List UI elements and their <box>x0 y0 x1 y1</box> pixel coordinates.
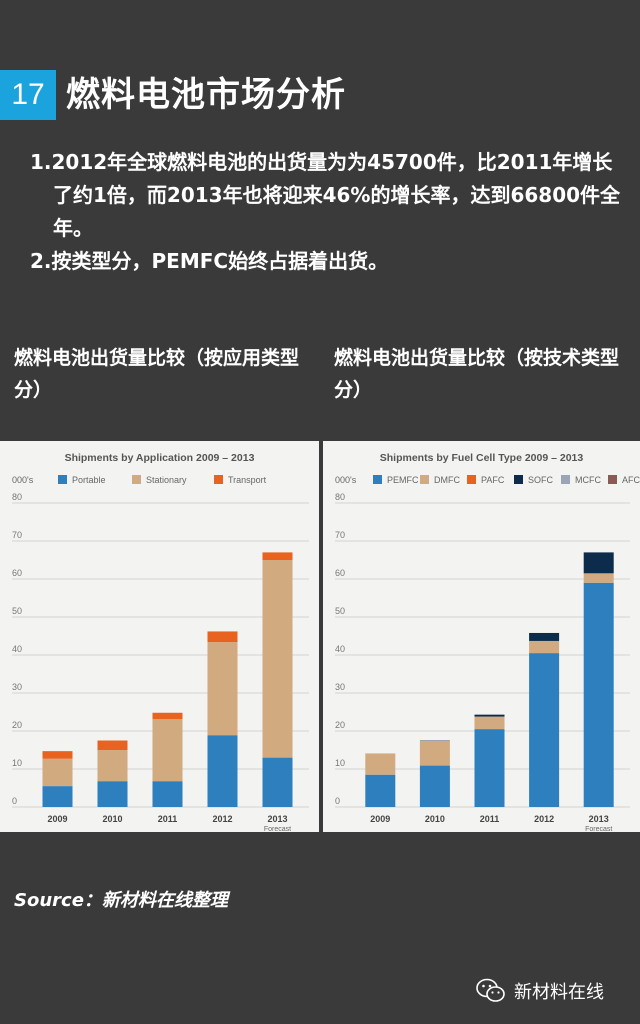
bullet-item-1: 1.2012年全球燃料电池的出货量为为45700件，比2011年增长了约1倍，而… <box>30 150 621 240</box>
bar-pemfc-2010 <box>419 765 450 807</box>
y-tick-label-30: 30 <box>12 682 22 692</box>
x-tick-label-2012: 2012 <box>534 814 554 824</box>
bar-stationary-2009 <box>42 758 73 787</box>
unit-label: 000's <box>335 475 357 485</box>
bar-pemfc-2009 <box>365 774 396 807</box>
bar-pemfc-2011 <box>474 729 505 807</box>
legend-swatch-pemfc <box>373 475 382 484</box>
bar-transport-2011 <box>152 712 183 720</box>
legend-swatch-transport <box>214 475 223 484</box>
bar-stationary-2010 <box>97 750 128 782</box>
legend-label-sofc: SOFC <box>528 475 554 485</box>
bar-sofc-2013 <box>583 552 614 574</box>
legend-swatch-pafc <box>467 475 476 484</box>
x-tick-label-2010: 2010 <box>102 814 122 824</box>
y-tick-label-40: 40 <box>12 644 22 654</box>
legend-label-pafc: PAFC <box>481 475 505 485</box>
y-tick-label-50: 50 <box>12 606 22 616</box>
bar-portable-2013 <box>262 757 293 807</box>
bar-stationary-2012 <box>207 642 238 736</box>
y-tick-label-60: 60 <box>12 568 22 578</box>
bar-pemfc-2012 <box>529 653 560 807</box>
bar-dmfc-2010 <box>419 740 450 766</box>
x-tick-label-2009: 2009 <box>370 814 390 824</box>
bar-sofc-2012 <box>529 632 560 641</box>
y-tick-label-0: 0 <box>335 796 340 806</box>
y-tick-label-80: 80 <box>335 492 345 502</box>
x-tick-label-2011: 2011 <box>480 814 500 824</box>
source-note: Source：新材料在线整理 <box>14 890 228 911</box>
bar-dmfc-2009 <box>365 753 396 775</box>
legend-swatch-portable <box>58 475 67 484</box>
legend-label-mcfc: MCFC <box>575 475 601 485</box>
chart-title: Shipments by Application 2009 – 2013 <box>65 452 255 464</box>
chart-fuel-cell-type: Shipments by Fuel Cell Type 2009 – 2013 0… <box>335 452 640 832</box>
slide-number-badge: 17 <box>0 70 56 120</box>
wechat-icon <box>476 978 505 1002</box>
y-tick-label-70: 70 <box>335 530 345 540</box>
chart-heading-type: 燃料电池出货量比较（按技术类型分） <box>334 347 620 401</box>
bar-stationary-2013 <box>262 560 293 758</box>
wechat-brand-label: 新材料在线 <box>514 982 604 1003</box>
bullet-list: 1.2012年全球燃料电池的出货量为为45700件，比2011年增长了约1倍，而… <box>30 146 630 278</box>
y-tick-label-20: 20 <box>335 720 345 730</box>
legend-label-stationary: Stationary <box>146 475 187 485</box>
bar-transport-2009 <box>42 751 73 759</box>
bar-sofc-2011 <box>474 714 505 717</box>
x-tick-label-2013: 2013 <box>267 814 287 824</box>
y-tick-label-60: 60 <box>335 568 345 578</box>
legend-label-portable: Portable <box>72 475 106 485</box>
bar-portable-2010 <box>97 781 128 807</box>
chart-heading-application: 燃料电池出货量比较（按应用类型分） <box>14 347 300 401</box>
legend-swatch-stationary <box>132 475 141 484</box>
x-tick-label-2010: 2010 <box>425 814 445 824</box>
y-tick-label-50: 50 <box>335 606 345 616</box>
bar-pemfc-2013 <box>583 582 614 807</box>
chart-application: Shipments by Application 2009 – 2013 000'… <box>12 452 309 832</box>
unit-label: 000's <box>12 475 34 485</box>
bar-portable-2009 <box>42 786 73 807</box>
legend-label-pemfc: PEMFC <box>387 475 419 485</box>
y-tick-label-40: 40 <box>335 644 345 654</box>
legend-swatch-afc <box>608 475 617 484</box>
wechat-watermark: 新材料在线 <box>476 976 604 1006</box>
bar-dmfc-2013 <box>583 573 614 583</box>
y-tick-label-10: 10 <box>12 758 22 768</box>
legend-swatch-dmfc <box>420 475 429 484</box>
x-tick-label-2013: 2013 <box>589 814 609 824</box>
bar-portable-2011 <box>152 781 183 807</box>
chart-panel-type: Shipments by Fuel Cell Type 2009 – 2013 0… <box>323 441 640 832</box>
legend-label-afc: AFC <box>622 475 640 485</box>
bullet-item-2: 2.按类型分，PEMFC始终占据着出货。 <box>30 249 389 273</box>
x-tick-note-2013: Forecast <box>264 826 291 832</box>
page-title: 燃料电池市场分析 <box>66 75 346 115</box>
y-tick-label-20: 20 <box>12 720 22 730</box>
legend-label-transport: Transport <box>228 475 267 485</box>
legend-swatch-mcfc <box>561 475 570 484</box>
chart-panel-application: Shipments by Application 2009 – 2013 000'… <box>0 441 319 832</box>
legend-label-dmfc: DMFC <box>434 475 460 485</box>
bar-transport-2013 <box>262 552 293 560</box>
x-tick-label-2009: 2009 <box>47 814 67 824</box>
y-tick-label-30: 30 <box>335 682 345 692</box>
x-tick-label-2012: 2012 <box>212 814 232 824</box>
bar-dmfc-2011 <box>474 716 505 730</box>
x-tick-label-2011: 2011 <box>158 814 178 824</box>
y-tick-label-80: 80 <box>12 492 22 502</box>
y-tick-label-70: 70 <box>12 530 22 540</box>
chart-title: Shipments by Fuel Cell Type 2009 – 2013 <box>380 452 584 464</box>
y-tick-label-10: 10 <box>335 758 345 768</box>
x-tick-note-2013: Forecast <box>585 826 612 832</box>
bar-portable-2012 <box>207 735 238 807</box>
bar-stationary-2011 <box>152 719 183 782</box>
bar-transport-2012 <box>207 631 238 643</box>
bar-transport-2010 <box>97 740 128 750</box>
legend-swatch-sofc <box>514 475 523 484</box>
y-tick-label-0: 0 <box>12 796 17 806</box>
bar-dmfc-2012 <box>529 640 560 654</box>
